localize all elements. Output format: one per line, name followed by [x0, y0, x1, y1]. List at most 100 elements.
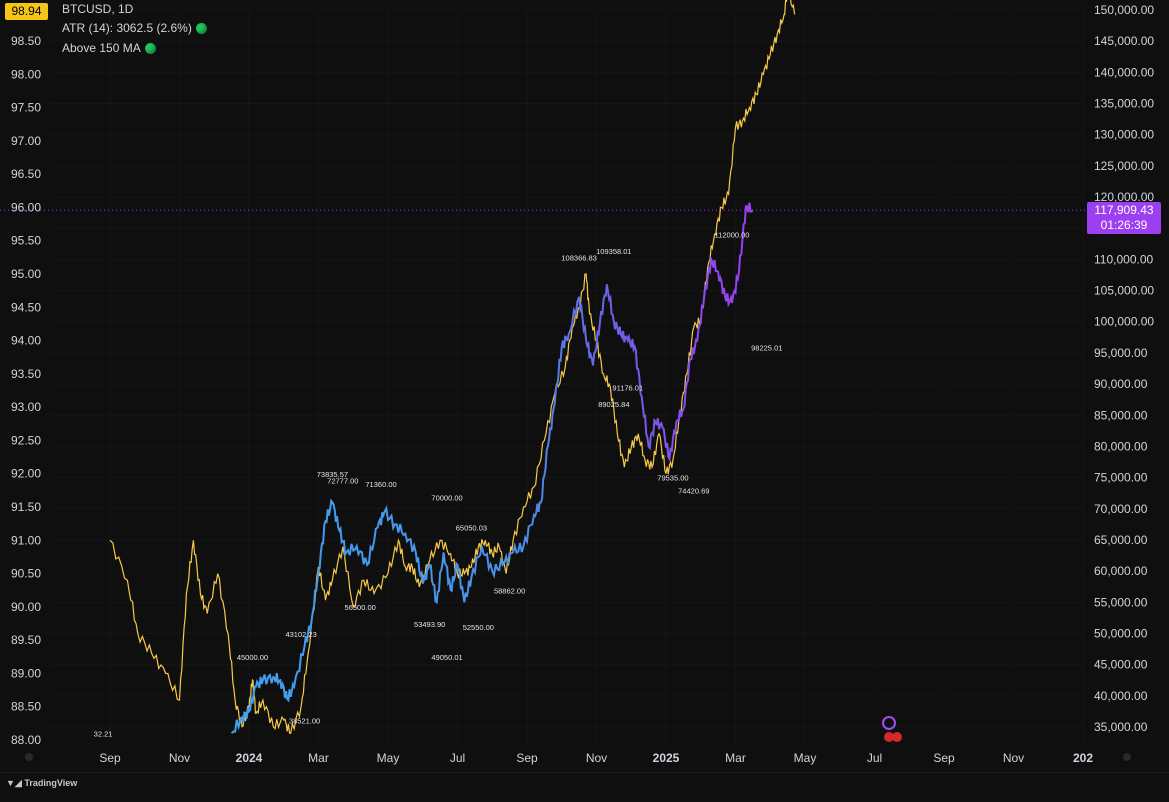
us-flag-icon[interactable]	[884, 732, 894, 742]
time-axis-tick-label: Sep	[516, 751, 538, 765]
price-annotation: 49050.01	[431, 653, 462, 662]
right-axis-tick-label: 110,000.00	[1094, 252, 1153, 266]
atr-label: ATR (14): 3062.5 (2.6%)	[62, 21, 192, 35]
event-icon[interactable]	[882, 716, 896, 730]
footer-bar: ▼◢ TradingView	[0, 772, 1169, 795]
price-annotation: 32.21	[94, 730, 113, 739]
series-layer	[109, 0, 796, 734]
ma-indicator[interactable]: Above 150 MA	[62, 41, 156, 55]
right-axis[interactable]: 150,000.00 145,000.00 140,000.00 135,000.00…	[1094, 3, 1154, 734]
right-axis-tick-label: 105,000.00	[1094, 284, 1154, 298]
price-annotation: 112000.00	[715, 230, 750, 239]
time-axis-tick-label: 202	[1073, 751, 1093, 765]
event-icons[interactable]	[882, 716, 902, 742]
price-annotation: 72777.00	[327, 477, 358, 486]
price-annotation: 73835.57	[317, 470, 348, 479]
left-axis-tick-label: 93.00	[11, 400, 41, 414]
price-annotation: 70000.00	[431, 493, 462, 502]
left-axis-tick-label: 92.50	[11, 433, 41, 447]
current-price-value: 117,909.43	[1094, 203, 1154, 217]
left-axis-tick-label: 96.50	[11, 167, 41, 181]
left-axis-tick-label: 94.50	[11, 300, 41, 314]
time-axis-tick-label: Mar	[308, 751, 329, 765]
right-axis-tick-label: 120,000.00	[1094, 190, 1154, 204]
price-annotation: 58862.00	[494, 587, 525, 596]
time-axis-tick-label: Nov	[1003, 751, 1024, 765]
time-axis-tick-label: 2025	[653, 751, 680, 765]
price-annotation: 89025.84	[598, 400, 629, 409]
price-annotation: 38521.00	[289, 716, 320, 725]
left-axis-tick-label: 88.00	[11, 733, 41, 747]
right-axis-tick-label: 35,000.00	[1094, 720, 1148, 734]
left-axis-tick-label: 93.50	[11, 367, 41, 381]
time-axis-tick-label: May	[377, 751, 400, 765]
current-price-badge: 117,909.43 01:26:39	[1087, 202, 1161, 234]
green-status-icon	[144, 42, 156, 54]
tradingview-logo[interactable]: ▼◢ TradingView	[6, 778, 77, 789]
price-annotation: 108366.83	[561, 254, 596, 263]
left-axis-tick-label: 95.50	[11, 234, 41, 248]
log-scale-icon[interactable]	[25, 753, 33, 761]
right-axis-tick-label: 80,000.00	[1094, 439, 1148, 453]
atr-indicator[interactable]: ATR (14): 3062.5 (2.6%)	[62, 21, 207, 35]
symbol-title[interactable]: BTCUSD, 1D	[62, 2, 133, 16]
left-axis-tick-label: 91.00	[11, 533, 41, 547]
right-axis-tick-label: 40,000.00	[1094, 689, 1148, 703]
right-axis-tick-label: 125,000.00	[1094, 159, 1154, 173]
price-annotation: 98225.01	[751, 344, 782, 353]
right-axis-tick-label: 145,000.00	[1094, 34, 1154, 48]
left-axis-tick-label: 94.00	[11, 334, 41, 348]
right-axis-tick-label: 90,000.00	[1094, 377, 1148, 391]
symbol-label: BTCUSD, 1D	[62, 2, 134, 16]
time-axis-tick-label: Jul	[450, 751, 465, 765]
left-axis-tick-label: 90.00	[11, 600, 41, 614]
settings-icon[interactable]	[1123, 753, 1131, 761]
right-axis-tick-label: 135,000.00	[1094, 97, 1154, 111]
grid-lines	[50, 9, 1085, 745]
right-axis-tick-label: 130,000.00	[1094, 128, 1154, 142]
left-axis-tick-label: 89.00	[11, 666, 41, 680]
candle-countdown: 01:26:39	[1100, 218, 1148, 232]
us-flag-icon-2[interactable]	[892, 732, 902, 742]
left-axis-tick-label: 98.50	[11, 34, 41, 48]
time-axis-tick-label: Sep	[99, 751, 121, 765]
right-axis-tick-label: 85,000.00	[1094, 408, 1148, 422]
right-axis-tick-label: 45,000.00	[1094, 658, 1148, 672]
left-axis-tick-label: 90.50	[11, 567, 41, 581]
time-axis-tick-label: May	[794, 751, 817, 765]
right-axis-tick-label: 140,000.00	[1094, 65, 1154, 79]
left-axis-tick-label: 89.50	[11, 633, 41, 647]
price-annotation: 79535.00	[657, 473, 688, 482]
price-annotation: 52550.00	[463, 623, 494, 632]
price-annotation: 53493.90	[414, 620, 445, 629]
left-axis-price-badge: 98.94	[5, 3, 48, 20]
left-axis-tick-label: 97.50	[11, 101, 41, 115]
annotation-layer: 32.21 45000.00 43102.23 38521.00 73835.57727…	[94, 230, 783, 738]
left-axis-tick-label: 98.00	[11, 67, 41, 81]
price-annotation: 91176.01	[612, 384, 643, 393]
time-axis[interactable]: Sep Nov 2024 Mar May Jul Sep Nov 2025 Mar May Jul Se…	[99, 751, 1093, 765]
price-annotation: 71360.00	[365, 480, 396, 489]
price-annotation: 56500.00	[345, 603, 376, 612]
right-axis-tick-label: 55,000.00	[1094, 595, 1148, 609]
right-axis-tick-label: 65,000.00	[1094, 533, 1148, 547]
price-annotation: 65050.03	[456, 523, 487, 532]
right-axis-tick-label: 100,000.00	[1094, 315, 1154, 329]
left-axis-tick-label: 96.00	[11, 200, 41, 214]
right-axis-tick-label: 95,000.00	[1094, 346, 1148, 360]
brand-label: TradingView	[24, 778, 78, 788]
time-axis-tick-label: Nov	[586, 751, 607, 765]
time-axis-tick-label: Sep	[933, 751, 955, 765]
time-axis-tick-label: Nov	[169, 751, 190, 765]
btc-price-series-line[interactable]	[230, 202, 754, 734]
time-axis-tick-label: 2024	[236, 751, 263, 765]
right-axis-tick-label: 70,000.00	[1094, 502, 1148, 516]
price-annotation: 43102.23	[285, 630, 316, 639]
time-axis-tick-label: Mar	[725, 751, 746, 765]
axis-scale-icons[interactable]	[25, 753, 1131, 761]
left-axis-tick-label: 92.00	[11, 467, 41, 481]
left-axis-tick-label: 91.50	[11, 500, 41, 514]
time-axis-tick-label: Jul	[867, 751, 882, 765]
left-axis: 98.50 98.00 97.50 97.00 96.50 96.00 95.50 95.00…	[11, 34, 41, 747]
